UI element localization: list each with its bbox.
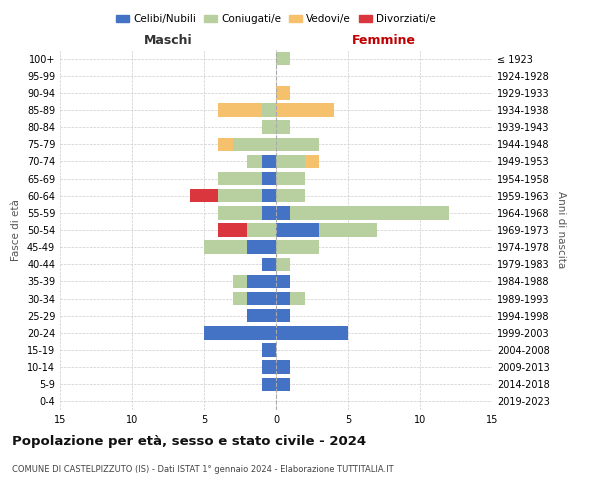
Bar <box>262 258 276 271</box>
Bar <box>276 292 290 306</box>
Bar <box>262 189 276 202</box>
Bar <box>204 240 247 254</box>
Bar <box>276 326 348 340</box>
Bar <box>190 189 218 202</box>
Bar <box>276 224 319 236</box>
Y-axis label: Fasce di età: Fasce di età <box>11 199 21 261</box>
Bar <box>276 309 290 322</box>
Bar <box>218 189 262 202</box>
Bar <box>276 104 334 117</box>
Y-axis label: Anni di nascita: Anni di nascita <box>556 192 566 268</box>
Bar <box>290 206 449 220</box>
Bar <box>276 154 305 168</box>
Bar <box>276 274 290 288</box>
Bar <box>305 154 319 168</box>
Bar <box>204 326 276 340</box>
Bar <box>276 240 319 254</box>
Bar <box>276 189 305 202</box>
Bar <box>319 224 377 236</box>
Text: COMUNE DI CASTELPIZZUTO (IS) - Dati ISTAT 1° gennaio 2024 - Elaborazione TUTTITA: COMUNE DI CASTELPIZZUTO (IS) - Dati ISTA… <box>12 465 394 474</box>
Bar <box>262 378 276 391</box>
Bar <box>276 52 290 66</box>
Bar <box>262 120 276 134</box>
Bar <box>276 172 305 186</box>
Bar <box>262 172 276 186</box>
Bar <box>262 344 276 356</box>
Text: Maschi: Maschi <box>143 34 193 46</box>
Bar <box>276 86 290 100</box>
Bar <box>247 240 276 254</box>
Text: Femmine: Femmine <box>352 34 416 46</box>
Bar <box>262 154 276 168</box>
Bar <box>262 360 276 374</box>
Bar <box>233 292 247 306</box>
Bar <box>262 104 276 117</box>
Bar <box>276 138 319 151</box>
Bar <box>276 120 290 134</box>
Bar <box>276 258 290 271</box>
Bar <box>247 274 276 288</box>
Bar <box>247 309 276 322</box>
Bar <box>233 274 247 288</box>
Text: Popolazione per età, sesso e stato civile - 2024: Popolazione per età, sesso e stato civil… <box>12 435 366 448</box>
Legend: Celibi/Nubili, Coniugati/e, Vedovi/e, Divorziati/e: Celibi/Nubili, Coniugati/e, Vedovi/e, Di… <box>112 10 440 29</box>
Bar <box>218 206 262 220</box>
Bar <box>247 292 276 306</box>
Bar <box>262 206 276 220</box>
Bar <box>276 360 290 374</box>
Bar <box>247 224 276 236</box>
Bar <box>247 154 262 168</box>
Bar <box>290 292 305 306</box>
Bar <box>218 104 262 117</box>
Bar <box>276 378 290 391</box>
Bar <box>233 138 276 151</box>
Bar <box>218 138 233 151</box>
Bar <box>218 172 262 186</box>
Bar <box>218 224 247 236</box>
Bar <box>276 206 290 220</box>
